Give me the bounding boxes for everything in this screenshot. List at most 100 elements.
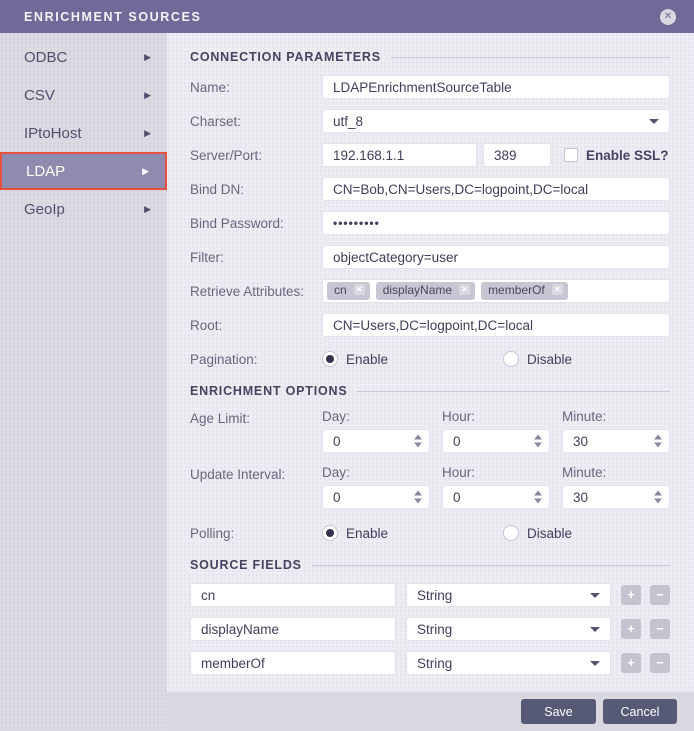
update-interval-hour-input[interactable]	[442, 485, 550, 509]
minute-label: Minute:	[562, 409, 607, 424]
add-field-button[interactable]: +	[621, 585, 641, 605]
polling-radio-group: Enable Disable	[322, 525, 684, 541]
radio-button[interactable]	[503, 351, 519, 367]
tag-text: displayName	[382, 283, 453, 297]
chevron-down-icon	[590, 592, 600, 598]
tag-remove-icon[interactable]: ✕	[551, 284, 563, 295]
remove-field-button[interactable]: −	[650, 585, 670, 605]
section-title: CONNECTION PARAMETERS	[190, 50, 381, 64]
server-input[interactable]	[322, 143, 477, 167]
sidebar-item-ldap[interactable]: LDAP ▶	[0, 152, 167, 190]
bind-dn-input[interactable]	[322, 177, 670, 201]
chevron-down-icon	[590, 660, 600, 666]
enable-ssl-checkbox[interactable]	[564, 148, 578, 162]
sidebar-item-label: CSV	[24, 86, 55, 104]
polling-label: Polling:	[190, 525, 235, 541]
bind-dn-row: Bind DN:	[190, 177, 670, 201]
remove-field-button[interactable]: −	[650, 653, 670, 673]
age-limit-day-input[interactable]	[322, 429, 430, 453]
filter-input[interactable]	[322, 245, 670, 269]
server-port-label: Server/Port:	[190, 147, 263, 163]
dialog-footer: Save Cancel	[167, 692, 694, 731]
radio-button[interactable]	[322, 351, 338, 367]
section-connection-parameters: CONNECTION PARAMETERS	[190, 49, 670, 65]
source-field-row: String + −	[190, 651, 670, 675]
update-interval-row: Update Interval: Day: Hour:	[190, 465, 670, 509]
name-row: Name:	[190, 75, 670, 99]
polling-enable-option[interactable]: Enable	[322, 525, 503, 541]
pagination-row: Pagination: Enable Disable	[190, 347, 670, 371]
root-row: Root:	[190, 313, 670, 337]
sidebar-item-iptohost[interactable]: IPtoHost ▶	[0, 114, 167, 152]
stepper-icon[interactable]	[654, 434, 662, 448]
sidebar-item-odbc[interactable]: ODBC ▶	[0, 38, 167, 76]
source-field-type-select[interactable]: String	[406, 583, 611, 607]
cancel-button[interactable]: Cancel	[603, 699, 677, 724]
attribute-tag: cn ✕	[327, 282, 370, 300]
charset-label: Charset:	[190, 113, 242, 129]
attribute-tag: displayName ✕	[375, 282, 476, 300]
root-label: Root:	[190, 317, 223, 333]
sidebar-item-csv[interactable]: CSV ▶	[0, 76, 167, 114]
source-field-type-select[interactable]: String	[406, 617, 611, 641]
stepper-icon[interactable]	[654, 490, 662, 504]
sidebar-item-label: GeoIp	[24, 200, 65, 218]
age-limit-hour-input[interactable]	[442, 429, 550, 453]
source-field-type-select[interactable]: String	[406, 651, 611, 675]
source-field-name-input[interactable]	[190, 583, 396, 607]
tag-remove-icon[interactable]: ✕	[353, 284, 365, 295]
stepper-icon[interactable]	[534, 490, 542, 504]
day-label: Day:	[322, 409, 350, 424]
radio-button[interactable]	[503, 525, 519, 541]
bind-dn-label: Bind DN:	[190, 181, 245, 197]
close-icon[interactable]: ✕	[660, 8, 676, 25]
hour-label: Hour:	[442, 409, 476, 424]
update-interval-minute-input[interactable]	[562, 485, 670, 509]
stepper-icon[interactable]	[414, 490, 422, 504]
port-input[interactable]	[483, 143, 551, 167]
remove-field-button[interactable]: −	[650, 619, 670, 639]
sidebar-item-label: LDAP	[26, 162, 66, 180]
name-input[interactable]	[322, 75, 670, 99]
section-source-fields: SOURCE FIELDS	[190, 557, 670, 573]
pagination-radio-group: Enable Disable	[322, 351, 684, 367]
pagination-enable-option[interactable]: Enable	[322, 351, 503, 367]
radio-button[interactable]	[322, 525, 338, 541]
add-field-button[interactable]: +	[621, 619, 641, 639]
update-interval-label: Update Interval:	[190, 467, 286, 482]
bind-password-input[interactable]	[322, 211, 670, 235]
form-area: CONNECTION PARAMETERS Name: Charset: utf…	[167, 33, 694, 692]
stepper-icon[interactable]	[534, 434, 542, 448]
sidebar: ODBC ▶ CSV ▶ IPtoHost ▶ LDAP ▶ GeoIp ▶	[0, 33, 167, 731]
add-field-button[interactable]: +	[621, 653, 641, 673]
retrieve-attributes-label: Retrieve Attributes:	[190, 283, 305, 299]
type-selected-value: String	[417, 655, 453, 671]
sidebar-item-geoip[interactable]: GeoIp ▶	[0, 190, 167, 228]
enable-ssl-option[interactable]: Enable SSL?	[564, 148, 669, 163]
age-limit-minute-input[interactable]	[562, 429, 670, 453]
update-interval-day-input[interactable]	[322, 485, 430, 509]
server-port-row: Server/Port: Enable SSL?	[190, 143, 670, 167]
charset-select[interactable]: utf_8	[322, 109, 670, 133]
retrieve-attributes-input[interactable]: cn ✕ displayName ✕ memberOf ✕	[322, 279, 670, 303]
root-input[interactable]	[322, 313, 670, 337]
tag-remove-icon[interactable]: ✕	[459, 284, 471, 295]
name-label: Name:	[190, 79, 230, 95]
tag-text: memberOf	[488, 283, 545, 297]
source-field-name-input[interactable]	[190, 617, 396, 641]
section-divider	[390, 56, 670, 58]
chevron-right-icon: ▶	[144, 51, 151, 62]
hour-label: Hour:	[442, 465, 476, 480]
radio-label: Enable	[346, 351, 389, 367]
source-field-row: String + −	[190, 617, 670, 641]
save-button[interactable]: Save	[521, 699, 596, 724]
section-divider	[311, 564, 670, 566]
radio-label: Disable	[527, 351, 573, 367]
source-field-name-input[interactable]	[190, 651, 396, 675]
polling-disable-option[interactable]: Disable	[503, 525, 684, 541]
type-selected-value: String	[417, 587, 453, 603]
pagination-disable-option[interactable]: Disable	[503, 351, 684, 367]
stepper-icon[interactable]	[414, 434, 422, 448]
bind-password-label: Bind Password:	[190, 215, 284, 231]
